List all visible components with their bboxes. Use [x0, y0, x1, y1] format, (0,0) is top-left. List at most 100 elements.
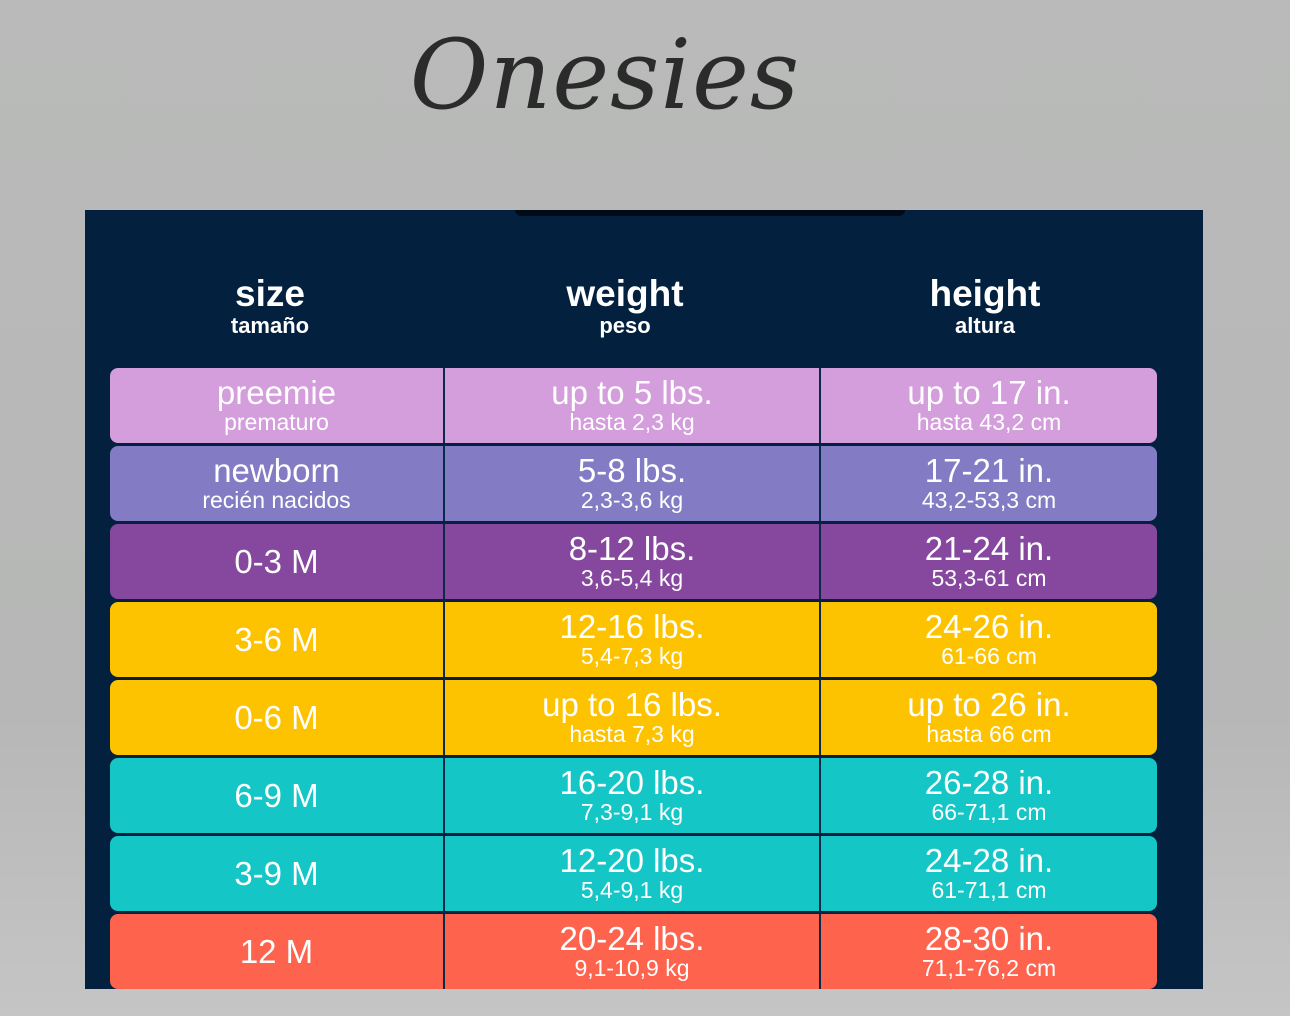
- column-divider: [443, 446, 445, 521]
- weight-cell: 5-8 lbs. 2,3-3,6 kg: [445, 446, 819, 521]
- table-header: size tamaño weight peso height altura: [85, 275, 1203, 355]
- weight-cell: 16-20 lbs. 7,3-9,1 kg: [445, 758, 819, 833]
- height-metric: 61-71,1 cm: [931, 877, 1047, 903]
- weight-value: up to 16 lbs.: [542, 686, 722, 723]
- weight-value: 8-12 lbs.: [568, 530, 696, 567]
- weight-value: 12-16 lbs.: [559, 608, 705, 645]
- weight-cell: 12-16 lbs. 5,4-7,3 kg: [445, 602, 819, 677]
- header-weight: weight peso: [525, 275, 725, 339]
- page-title: Onesies: [409, 19, 801, 131]
- column-divider: [443, 758, 445, 833]
- header-height-sublabel: altura: [955, 313, 1015, 338]
- height-value: up to 17 in.: [907, 374, 1071, 411]
- height-metric: 71,1-76,2 cm: [921, 955, 1057, 981]
- weight-metric: 3,6-5,4 kg: [580, 565, 684, 591]
- height-metric: 61-66 cm: [941, 643, 1037, 669]
- column-divider: [819, 914, 821, 989]
- size-label: 0-3 M: [234, 542, 319, 580]
- column-divider: [819, 524, 821, 599]
- size-label: 6-9 M: [234, 776, 319, 814]
- column-divider: [819, 680, 821, 755]
- weight-value: 16-20 lbs.: [559, 764, 705, 801]
- column-divider: [819, 758, 821, 833]
- height-value: up to 26 in.: [907, 686, 1071, 723]
- column-divider: [443, 368, 445, 443]
- height-cell: 24-28 in. 61-71,1 cm: [821, 836, 1157, 911]
- height-cell: 21-24 in. 53,3-61 cm: [821, 524, 1157, 599]
- table-row: 0-6 M up to 16 lbs. hasta 7,3 kg up to 2…: [110, 680, 1157, 755]
- weight-metric: hasta 2,3 kg: [569, 409, 695, 435]
- column-divider: [819, 836, 821, 911]
- height-value: 26-28 in.: [924, 764, 1054, 801]
- size-sublabel: recién nacidos: [202, 487, 351, 513]
- size-sublabel: prematuro: [224, 409, 329, 435]
- table-row: preemie prematuro up to 5 lbs. hasta 2,3…: [110, 368, 1157, 443]
- header-size-label: size: [235, 273, 305, 314]
- decorative-bar: [515, 210, 905, 216]
- size-cell: 12 M: [110, 914, 443, 989]
- size-cell: 6-9 M: [110, 758, 443, 833]
- size-cell: 3-6 M: [110, 602, 443, 677]
- size-label: 3-6 M: [234, 620, 319, 658]
- header-height: height altura: [885, 275, 1085, 339]
- weight-value: 20-24 lbs.: [559, 920, 705, 957]
- height-cell: 26-28 in. 66-71,1 cm: [821, 758, 1157, 833]
- height-cell: 17-21 in. 43,2-53,3 cm: [821, 446, 1157, 521]
- size-label: preemie: [216, 374, 337, 411]
- weight-metric: hasta 7,3 kg: [569, 721, 695, 747]
- weight-metric: 7,3-9,1 kg: [580, 799, 684, 825]
- height-cell: 24-26 in. 61-66 cm: [821, 602, 1157, 677]
- weight-cell: 8-12 lbs. 3,6-5,4 kg: [445, 524, 819, 599]
- height-cell: up to 26 in. hasta 66 cm: [821, 680, 1157, 755]
- weight-metric: 5,4-9,1 kg: [580, 877, 684, 903]
- height-value: 24-26 in.: [924, 608, 1054, 645]
- height-metric: hasta 66 cm: [926, 721, 1052, 747]
- weight-cell: 12-20 lbs. 5,4-9,1 kg: [445, 836, 819, 911]
- size-label: 3-9 M: [234, 854, 319, 892]
- table-row: 0-3 M 8-12 lbs. 3,6-5,4 kg 21-24 in. 53,…: [110, 524, 1157, 599]
- height-cell: 28-30 in. 71,1-76,2 cm: [821, 914, 1157, 989]
- size-label: newborn: [213, 452, 340, 489]
- table-row: 3-6 M 12-16 lbs. 5,4-7,3 kg 24-26 in. 61…: [110, 602, 1157, 677]
- size-cell: 0-3 M: [110, 524, 443, 599]
- size-cell: 0-6 M: [110, 680, 443, 755]
- height-metric: 43,2-53,3 cm: [921, 487, 1057, 513]
- height-cell: up to 17 in. hasta 43,2 cm: [821, 368, 1157, 443]
- weight-metric: 5,4-7,3 kg: [580, 643, 684, 669]
- weight-cell: 20-24 lbs. 9,1-10,9 kg: [445, 914, 819, 989]
- header-weight-sublabel: peso: [599, 313, 651, 338]
- size-cell: preemie prematuro: [110, 368, 443, 443]
- column-divider: [819, 368, 821, 443]
- table-row: 12 M 20-24 lbs. 9,1-10,9 kg 28-30 in. 71…: [110, 914, 1157, 989]
- weight-cell: up to 16 lbs. hasta 7,3 kg: [445, 680, 819, 755]
- column-divider: [819, 602, 821, 677]
- table-row: 3-9 M 12-20 lbs. 5,4-9,1 kg 24-28 in. 61…: [110, 836, 1157, 911]
- column-divider: [443, 836, 445, 911]
- weight-cell: up to 5 lbs. hasta 2,3 kg: [445, 368, 819, 443]
- weight-metric: 9,1-10,9 kg: [574, 955, 690, 981]
- header-weight-label: weight: [566, 273, 684, 314]
- height-value: 28-30 in.: [924, 920, 1054, 957]
- table-row: 6-9 M 16-20 lbs. 7,3-9,1 kg 26-28 in. 66…: [110, 758, 1157, 833]
- height-metric: hasta 43,2 cm: [916, 409, 1062, 435]
- header-size-sublabel: tamaño: [230, 313, 310, 338]
- weight-metric: 2,3-3,6 kg: [580, 487, 684, 513]
- header-height-label: height: [929, 273, 1041, 314]
- size-cell: 3-9 M: [110, 836, 443, 911]
- column-divider: [819, 446, 821, 521]
- size-cell: newborn recién nacidos: [110, 446, 443, 521]
- table-row: newborn recién nacidos 5-8 lbs. 2,3-3,6 …: [110, 446, 1157, 521]
- column-divider: [443, 914, 445, 989]
- weight-value: up to 5 lbs.: [551, 374, 713, 411]
- height-value: 17-21 in.: [924, 452, 1054, 489]
- header-size: size tamaño: [170, 275, 370, 339]
- column-divider: [443, 680, 445, 755]
- size-label: 12 M: [239, 932, 314, 970]
- weight-value: 5-8 lbs.: [577, 452, 687, 489]
- size-chart-panel: size tamaño weight peso height altura pr…: [85, 210, 1203, 989]
- height-metric: 53,3-61 cm: [931, 565, 1047, 591]
- height-value: 21-24 in.: [924, 530, 1054, 567]
- weight-value: 12-20 lbs.: [559, 842, 705, 879]
- column-divider: [443, 602, 445, 677]
- size-rows: preemie prematuro up to 5 lbs. hasta 2,3…: [110, 368, 1157, 992]
